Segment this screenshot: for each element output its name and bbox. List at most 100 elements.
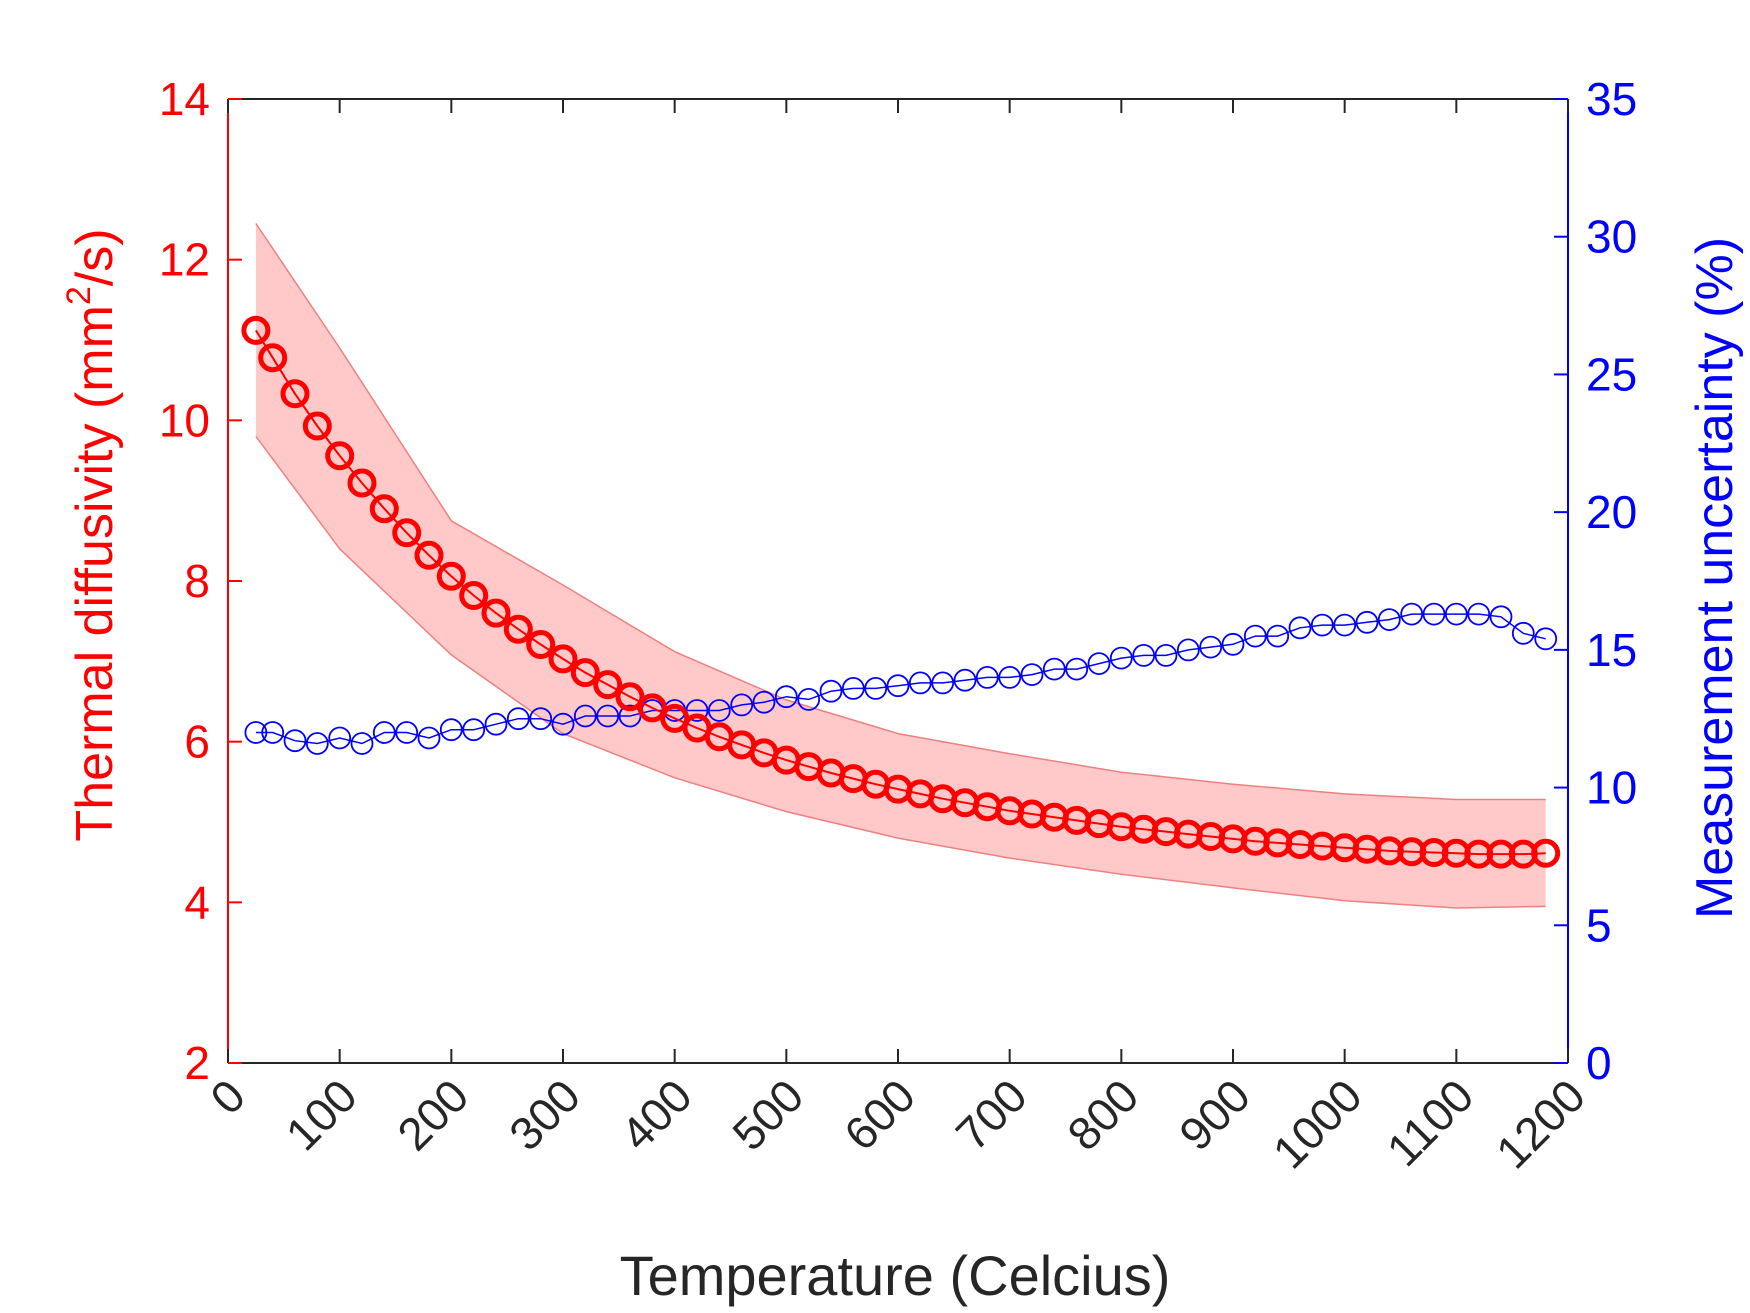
uncertainty-point (372, 721, 396, 744)
x-tick-label: 400 (611, 1069, 702, 1160)
diffusivity-series-layer (241, 315, 1561, 869)
uncertainty-point (395, 721, 419, 744)
uncertainty-point (841, 677, 865, 700)
uncertainty-point (797, 688, 821, 711)
uncertainty-band-upper-edge (255, 223, 1546, 801)
diffusivity-point (459, 581, 489, 610)
diffusivity-point (526, 630, 556, 659)
x-tick-label: 500 (722, 1069, 813, 1160)
x-tick-label: 300 (499, 1069, 590, 1160)
right-y-axis-label: Measurement uncertainty (%) (1686, 237, 1744, 919)
left-y-axis-label-superscript: 2 (60, 286, 98, 305)
uncertainty-point (1422, 602, 1446, 626)
diffusivity-point (436, 561, 466, 591)
right-y-tick-label: 5 (1586, 899, 1612, 951)
uncertainty-point (1444, 602, 1468, 626)
left-y-tick-label: 10 (159, 394, 210, 446)
uncertainty-point (752, 690, 776, 714)
uncertainty-point (1489, 605, 1513, 629)
diffusivity-point (503, 614, 533, 644)
uncertainty-point (1020, 663, 1044, 686)
diffusivity-point (615, 682, 645, 712)
uncertainty-point (886, 674, 910, 698)
right-y-tick-label: 35 (1586, 73, 1637, 125)
uncertainty-band-layer (255, 223, 1546, 909)
uncertainty-point (484, 712, 508, 736)
uncertainty-point (596, 704, 620, 728)
right-y-tick-label: 0 (1586, 1037, 1612, 1089)
diffusivity-point (258, 343, 288, 373)
right-y-tick-label: 30 (1586, 211, 1637, 263)
uncertainty-point (819, 679, 843, 703)
uncertainty-point (1199, 635, 1223, 659)
x-tick-label: 700 (946, 1069, 1037, 1160)
uncertainty-point (551, 712, 575, 736)
uncertainty-point (244, 721, 268, 744)
left-y-axis-label-prefix: Thermal diffusivity (mm (66, 305, 124, 841)
left-y-tick-label: 14 (159, 73, 210, 125)
uncertainty-point (730, 693, 754, 717)
diffusivity-point (302, 411, 332, 441)
uncertainty-point (1333, 613, 1357, 637)
x-tick-label: 900 (1169, 1069, 1260, 1160)
axes-layer: 0 100 200 300 400 500 600 700 800 900 1000 1100 1200… (159, 73, 1637, 1178)
uncertainty-point (506, 707, 530, 731)
diffusivity-point (1531, 838, 1561, 868)
uncertainty-point (283, 729, 307, 753)
diffusivity-point (548, 644, 578, 674)
uncertainty-point (975, 666, 999, 689)
left-y-axis-label: Thermal diffusivity (mm2/s) (60, 228, 124, 841)
uncertainty-point (908, 671, 932, 695)
diffusivity-point (570, 658, 600, 688)
left-y-axis-label-suffix: /s) (66, 228, 124, 286)
uncertainty-point (1467, 602, 1491, 626)
diffusivity-point (280, 379, 310, 409)
diffusivity-point (325, 441, 355, 471)
uncertainty-point (707, 699, 731, 722)
right-y-tick-label: 10 (1586, 762, 1637, 814)
uncertainty-point (439, 718, 463, 742)
uncertainty-point (1534, 627, 1558, 651)
right-y-tick-label: 25 (1586, 348, 1637, 400)
right-y-tick-label: 20 (1586, 486, 1637, 538)
uncertainty-point (1400, 602, 1424, 626)
uncertainty-point (931, 671, 955, 695)
uncertainty-point (1288, 616, 1312, 640)
x-tick-label: 200 (387, 1069, 478, 1160)
x-tick-label: 1200 (1486, 1069, 1595, 1178)
uncertainty-point (1355, 610, 1379, 634)
uncertainty-point (328, 726, 352, 750)
left-y-tick-label: 12 (159, 234, 210, 286)
diffusivity-point (593, 670, 623, 700)
diffusivity-point (637, 693, 667, 723)
uncertainty-point (1266, 624, 1290, 648)
uncertainty-point (1377, 608, 1401, 631)
left-y-tick-label: 2 (184, 1037, 210, 1089)
diffusivity-point (414, 540, 444, 570)
uncertainty-point (1154, 644, 1178, 667)
diffusivity-point (481, 598, 511, 628)
x-tick-label: 800 (1057, 1069, 1148, 1160)
uncertainty-point (1221, 632, 1245, 656)
uncertainty-point (1243, 624, 1267, 648)
uncertainty-point (774, 685, 798, 709)
uncertainty-series-layer (244, 602, 1558, 755)
uncertainty-point (573, 704, 597, 728)
uncertainty-point (417, 726, 441, 750)
uncertainty-point (462, 718, 486, 742)
uncertainty-point (953, 668, 977, 692)
x-axis-label: Temperature (Celcius) (620, 1244, 1171, 1307)
uncertainty-point (529, 707, 553, 731)
x-tick-label: 600 (834, 1069, 925, 1160)
left-y-tick-label: 8 (184, 555, 210, 607)
left-y-tick-label: 6 (184, 716, 210, 768)
uncertainty-band-lower-edge (255, 435, 1546, 909)
uncertainty-point (1042, 657, 1066, 681)
uncertainty-point (305, 732, 329, 755)
x-tick-label: 1000 (1263, 1069, 1372, 1178)
left-y-tick-label: 4 (184, 876, 210, 928)
uncertainty-point (998, 666, 1022, 689)
x-tick-label: 100 (276, 1069, 367, 1160)
diffusivity-point (241, 315, 271, 345)
